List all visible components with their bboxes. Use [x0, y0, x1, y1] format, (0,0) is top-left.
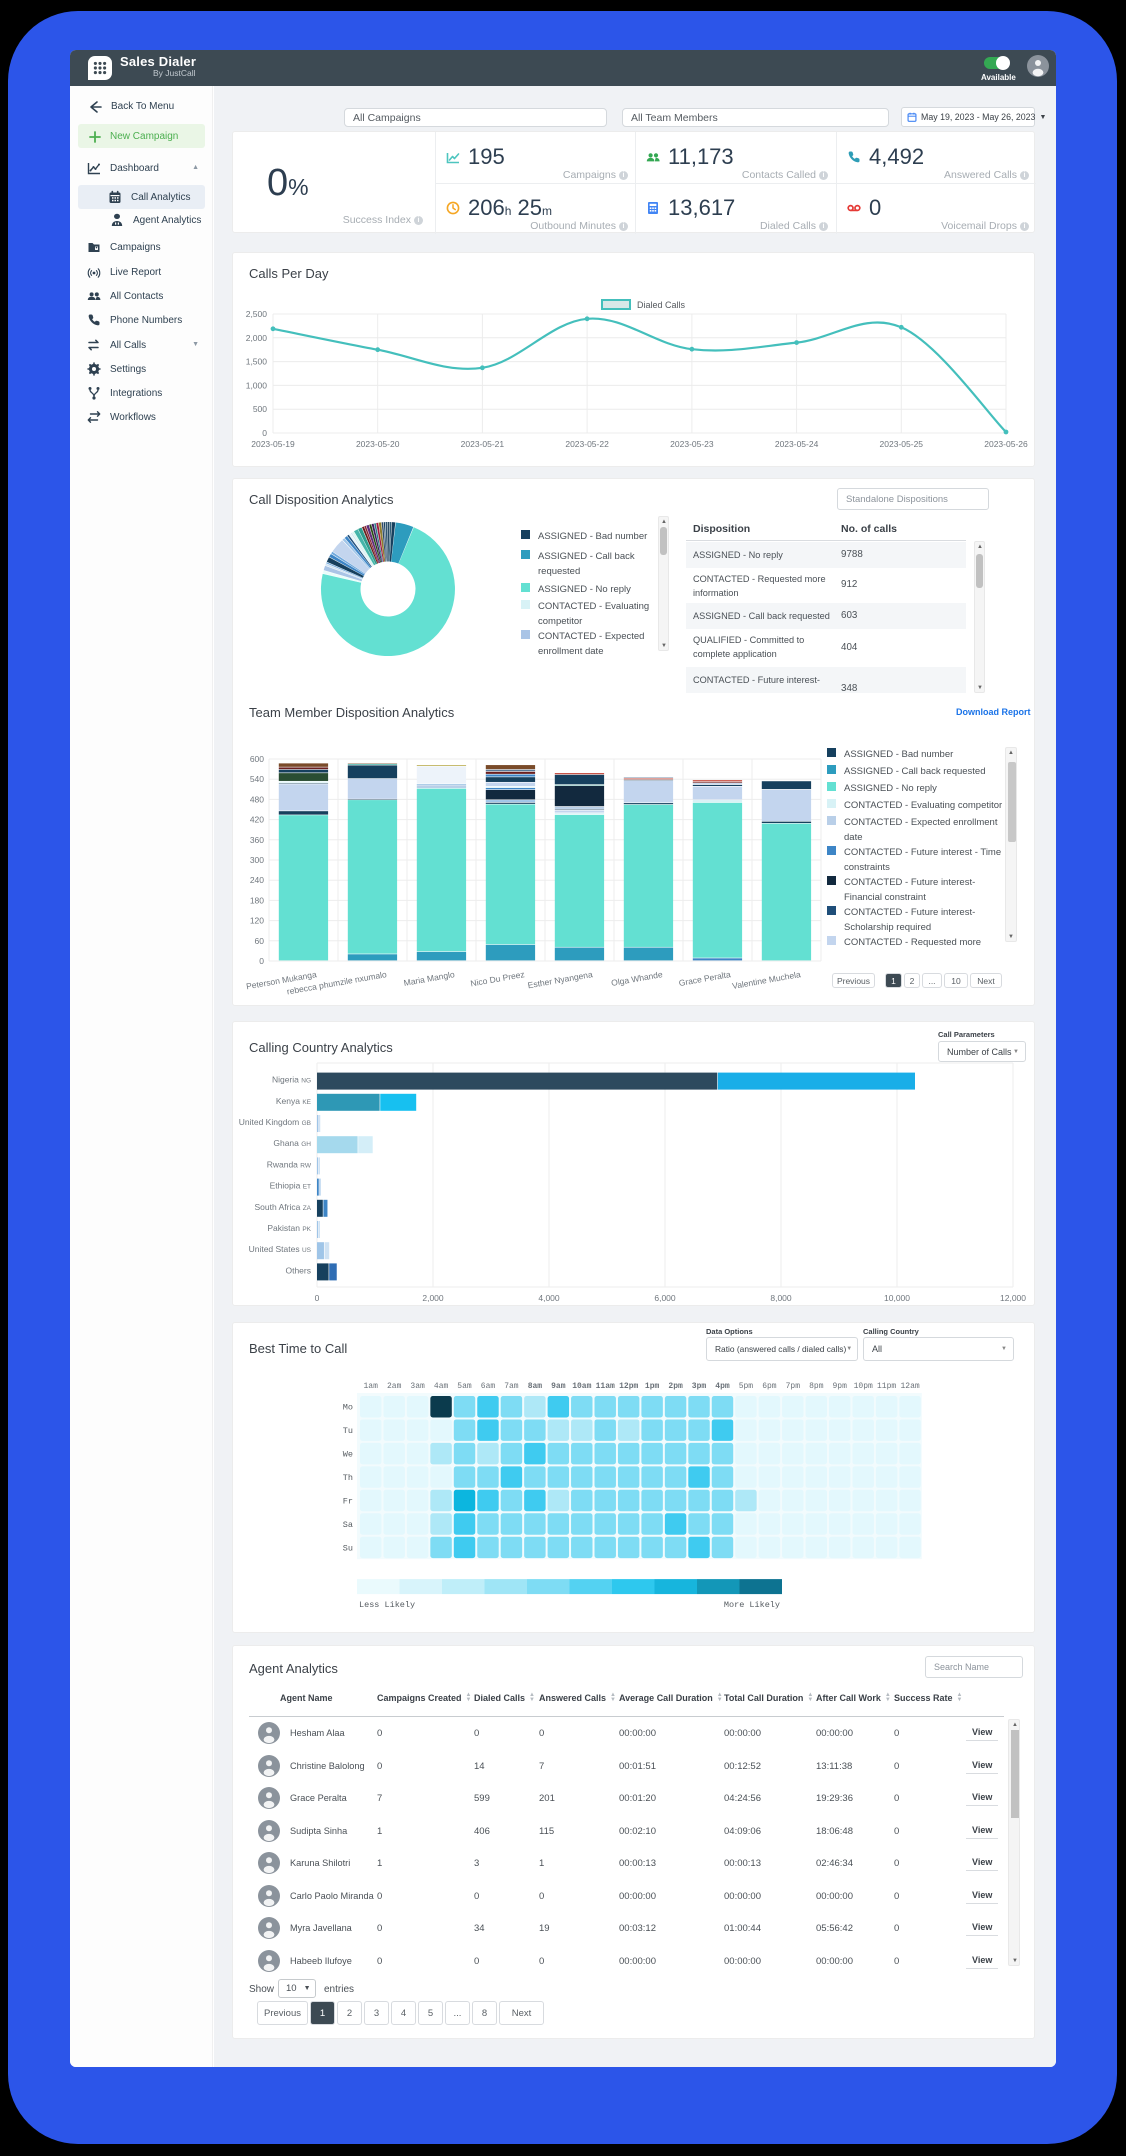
svg-text:2023-05-25: 2023-05-25: [880, 439, 924, 449]
svg-text:2am: 2am: [387, 1382, 402, 1391]
svg-text:Others: Others: [285, 1265, 311, 1275]
svg-text:180: 180: [250, 895, 264, 905]
svg-text:10,000: 10,000: [884, 1293, 910, 1303]
svg-text:Su: Su: [343, 1543, 353, 1553]
svg-text:11pm: 11pm: [877, 1382, 896, 1391]
svg-text:South Africa ZA: South Africa ZA: [254, 1202, 311, 1212]
svg-text:2023-05-22: 2023-05-22: [565, 439, 609, 449]
svg-text:Nico Du Preez: Nico Du Preez: [470, 969, 526, 988]
svg-text:9pm: 9pm: [832, 1382, 847, 1391]
svg-text:United Kingdom GB: United Kingdom GB: [239, 1117, 311, 1127]
svg-text:3am: 3am: [410, 1382, 425, 1391]
svg-text:8pm: 8pm: [809, 1382, 824, 1391]
svg-text:More Likely: More Likely: [724, 1600, 780, 1610]
svg-text:0: 0: [315, 1293, 320, 1303]
svg-text:60: 60: [255, 936, 265, 946]
svg-text:5am: 5am: [457, 1382, 472, 1391]
svg-text:10pm: 10pm: [854, 1382, 873, 1391]
svg-text:7pm: 7pm: [786, 1382, 801, 1391]
svg-text:4pm: 4pm: [715, 1382, 730, 1391]
svg-text:Rwanda RW: Rwanda RW: [267, 1159, 312, 1169]
svg-text:9am: 9am: [551, 1382, 566, 1391]
svg-text:We: We: [343, 1450, 353, 1460]
svg-text:1,500: 1,500: [246, 357, 268, 367]
svg-text:4,000: 4,000: [538, 1293, 560, 1303]
svg-text:Tu: Tu: [343, 1426, 353, 1436]
svg-text:12pm: 12pm: [619, 1382, 638, 1391]
svg-text:0: 0: [259, 956, 264, 966]
svg-text:0: 0: [262, 428, 267, 438]
svg-text:Th: Th: [343, 1473, 353, 1483]
svg-text:4am: 4am: [434, 1382, 449, 1391]
svg-text:1pm: 1pm: [645, 1382, 660, 1391]
svg-text:500: 500: [253, 404, 267, 414]
svg-text:600: 600: [250, 754, 264, 764]
svg-text:Nigeria NG: Nigeria NG: [272, 1075, 311, 1085]
svg-text:1,000: 1,000: [246, 380, 268, 390]
svg-text:2023-05-19: 2023-05-19: [251, 439, 295, 449]
svg-text:2023-05-20: 2023-05-20: [356, 439, 400, 449]
svg-text:Grace Peralta: Grace Peralta: [678, 969, 732, 988]
svg-text:Mo: Mo: [343, 1403, 353, 1413]
svg-text:480: 480: [250, 794, 264, 804]
svg-text:2,000: 2,000: [246, 333, 268, 343]
svg-text:Less Likely: Less Likely: [359, 1600, 415, 1610]
svg-text:Maria Manglo: Maria Manglo: [403, 969, 456, 988]
svg-text:2pm: 2pm: [668, 1382, 683, 1391]
svg-text:6,000: 6,000: [654, 1293, 676, 1303]
svg-text:Esther Nyangena: Esther Nyangena: [527, 969, 594, 990]
svg-text:8,000: 8,000: [770, 1293, 792, 1303]
svg-text:540: 540: [250, 774, 264, 784]
svg-text:Kenya KE: Kenya KE: [276, 1096, 312, 1106]
svg-text:12am: 12am: [900, 1382, 919, 1391]
svg-text:2023-05-23: 2023-05-23: [670, 439, 714, 449]
svg-text:Ethiopia ET: Ethiopia ET: [270, 1181, 311, 1191]
svg-text:Olga Whande: Olga Whande: [610, 969, 663, 988]
svg-text:United States US: United States US: [249, 1244, 312, 1254]
svg-text:420: 420: [250, 815, 264, 825]
svg-text:10am: 10am: [572, 1382, 591, 1391]
svg-text:Sa: Sa: [343, 1520, 353, 1530]
svg-text:Ghana GH: Ghana GH: [273, 1138, 311, 1148]
svg-text:2023-05-24: 2023-05-24: [775, 439, 819, 449]
svg-text:3pm: 3pm: [692, 1382, 707, 1391]
svg-text:12,000: 12,000: [1000, 1293, 1026, 1303]
svg-text:Pakistan PK: Pakistan PK: [267, 1223, 311, 1233]
svg-text:Valentine Muchela: Valentine Muchela: [731, 969, 801, 991]
svg-text:120: 120: [250, 916, 264, 926]
svg-text:11am: 11am: [596, 1382, 615, 1391]
svg-text:7am: 7am: [504, 1382, 519, 1391]
svg-text:1am: 1am: [363, 1382, 378, 1391]
svg-text:2,000: 2,000: [422, 1293, 444, 1303]
svg-text:2023-05-21: 2023-05-21: [461, 439, 505, 449]
svg-text:2,500: 2,500: [246, 309, 268, 319]
svg-text:5pm: 5pm: [739, 1382, 754, 1391]
svg-text:360: 360: [250, 835, 264, 845]
svg-text:240: 240: [250, 875, 264, 885]
svg-text:Fr: Fr: [343, 1497, 353, 1507]
svg-text:300: 300: [250, 855, 264, 865]
svg-text:6am: 6am: [481, 1382, 496, 1391]
svg-text:8am: 8am: [528, 1382, 543, 1391]
svg-text:2023-05-26: 2023-05-26: [984, 439, 1028, 449]
svg-text:6pm: 6pm: [762, 1382, 777, 1391]
